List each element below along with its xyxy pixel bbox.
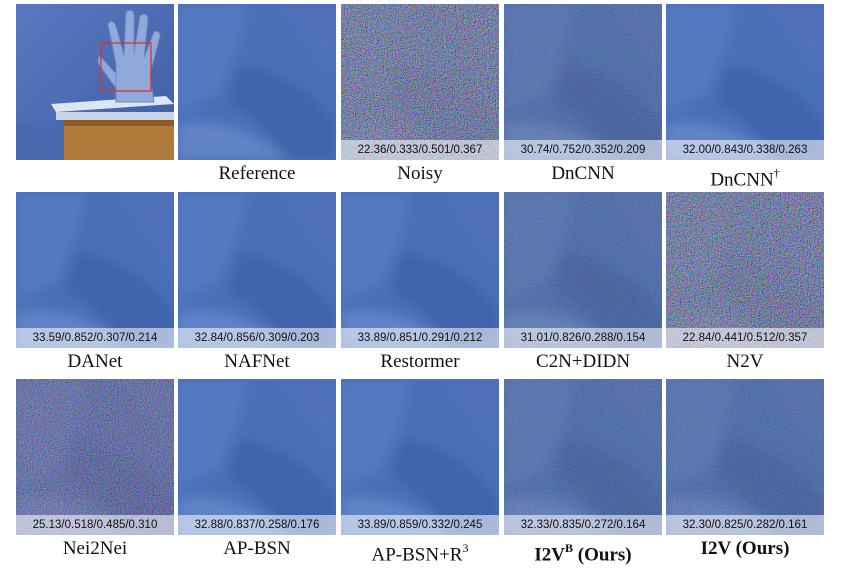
metric-label: 32.33/0.835/0.272/0.164 bbox=[504, 515, 662, 535]
method-caption: Noisy bbox=[337, 162, 503, 186]
caption-superscript: † bbox=[773, 166, 780, 180]
crop-image: 33.89/0.859/0.332/0.245 bbox=[341, 379, 499, 535]
crop-image: 22.84/0.441/0.512/0.357 bbox=[666, 192, 824, 348]
caption-text: DnCNN bbox=[551, 163, 615, 184]
method-caption: N2V bbox=[662, 350, 828, 374]
metric-label: 25.13/0.518/0.485/0.310 bbox=[16, 515, 174, 535]
caption-superscript: 3 bbox=[462, 541, 469, 555]
caption-text: NAFNet bbox=[224, 351, 290, 372]
caption-text: Reference bbox=[218, 163, 296, 184]
caption-text: DnCNN bbox=[710, 169, 774, 191]
crop-image: 32.00/0.843/0.338/0.263 bbox=[666, 4, 824, 160]
metric-label: 30.74/0.752/0.352/0.209 bbox=[504, 140, 662, 160]
crop-image: 32.33/0.835/0.272/0.164 bbox=[504, 379, 662, 535]
metric-label: 31.01/0.826/0.288/0.154 bbox=[504, 328, 662, 348]
method-caption: I2V (Ours) bbox=[662, 537, 828, 561]
metric-label: 22.36/0.333/0.501/0.367 bbox=[341, 140, 499, 160]
metric-label: 22.84/0.441/0.512/0.357 bbox=[666, 328, 824, 348]
metric-label: 32.88/0.837/0.258/0.176 bbox=[178, 515, 336, 535]
method-caption: NAFNet bbox=[174, 350, 340, 374]
method-caption: Nei2Nei bbox=[12, 537, 178, 561]
method-caption: AP-BSN bbox=[174, 537, 340, 561]
caption-text: I2V (Ours) bbox=[700, 538, 790, 559]
method-caption: DnCNN bbox=[500, 162, 666, 186]
metric-label: 33.59/0.852/0.307/0.214 bbox=[16, 328, 174, 348]
caption-text: Noisy bbox=[397, 163, 443, 184]
crop-image: 22.36/0.333/0.501/0.367 bbox=[341, 4, 499, 160]
crop-image: 33.89/0.851/0.291/0.212 bbox=[341, 192, 499, 348]
crop-image: 32.30/0.825/0.282/0.161 bbox=[666, 379, 824, 535]
caption-text: DANet bbox=[67, 351, 123, 372]
method-caption: AP-BSN+R3 bbox=[337, 537, 503, 565]
crop-image: 32.84/0.856/0.309/0.203 bbox=[178, 192, 336, 348]
crop-image: 30.74/0.752/0.352/0.209 bbox=[504, 4, 662, 160]
caption-text: AP-BSN bbox=[223, 538, 291, 559]
method-caption: C2N+DIDN bbox=[500, 350, 666, 374]
metric-label: 32.84/0.856/0.309/0.203 bbox=[178, 328, 336, 348]
caption-text: Nei2Nei bbox=[62, 538, 128, 559]
method-caption: Reference bbox=[174, 162, 340, 186]
caption-superscript: B bbox=[565, 541, 574, 555]
metric-label: 32.00/0.843/0.338/0.263 bbox=[666, 140, 824, 160]
method-caption: DnCNN† bbox=[662, 162, 828, 190]
caption-suffix: (Ours) bbox=[573, 544, 632, 566]
crop-image: 31.01/0.826/0.288/0.154 bbox=[504, 192, 662, 348]
crop-image: 25.13/0.518/0.485/0.310 bbox=[16, 379, 174, 535]
caption-text: C2N+DIDN bbox=[535, 351, 631, 372]
metric-label: 33.89/0.859/0.332/0.245 bbox=[341, 515, 499, 535]
metric-label: 33.89/0.851/0.291/0.212 bbox=[341, 328, 499, 348]
scene-overview-image bbox=[16, 4, 174, 160]
method-caption: Restormer bbox=[337, 350, 503, 374]
caption-text: AP-BSN+R bbox=[371, 544, 463, 566]
crop-image bbox=[178, 4, 336, 160]
method-caption: I2VB (Ours) bbox=[500, 537, 666, 565]
method-caption: DANet bbox=[12, 350, 178, 374]
crop-image: 32.88/0.837/0.258/0.176 bbox=[178, 379, 336, 535]
caption-text: I2V bbox=[534, 544, 566, 566]
crop-image: 33.59/0.852/0.307/0.214 bbox=[16, 192, 174, 348]
caption-text: N2V bbox=[726, 351, 764, 372]
caption-text: Restormer bbox=[380, 351, 460, 372]
metric-label: 32.30/0.825/0.282/0.161 bbox=[666, 515, 824, 535]
